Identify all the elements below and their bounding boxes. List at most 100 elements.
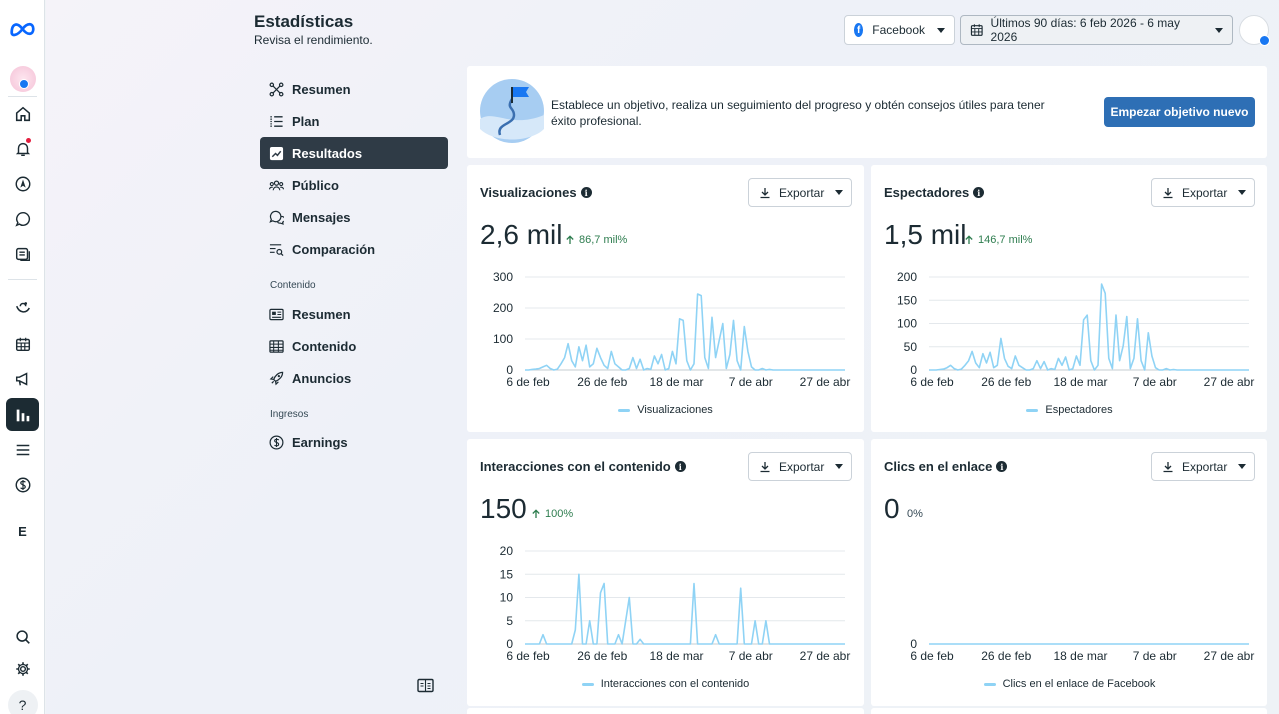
- nav-item-resumen[interactable]: Resumen: [260, 73, 448, 105]
- date-range-label: Últimos 90 días: 6 feb 2026 - 6 may 2026: [990, 16, 1180, 44]
- nav-item-anuncios[interactable]: Anuncios: [260, 362, 448, 394]
- y-tick-label: 50: [904, 340, 918, 354]
- megaphone-icon[interactable]: [6, 362, 39, 395]
- export-button[interactable]: Exportar: [1151, 178, 1255, 207]
- download-icon: [1163, 187, 1173, 198]
- collapse-panel-icon[interactable]: [417, 678, 434, 693]
- export-button[interactable]: Exportar: [1151, 452, 1255, 481]
- caret-down-icon: [937, 27, 945, 33]
- nav-section-ingresos: Ingresos: [270, 409, 309, 420]
- export-label: Exportar: [1182, 185, 1228, 200]
- people-icon: [269, 179, 284, 190]
- nav-item-earnings[interactable]: Earnings: [260, 426, 448, 458]
- nav-item-resultados[interactable]: Resultados: [260, 137, 448, 169]
- metric-card-interacciones: Interacciones con el contenido i Exportar…: [467, 439, 864, 706]
- metric-delta-label: 0%: [907, 508, 923, 520]
- legend-label: Clics en el enlace de Facebook: [1002, 678, 1156, 690]
- metric-value: 0: [884, 493, 900, 524]
- page-title: Estadísticas: [254, 12, 354, 31]
- news-icon: [269, 308, 284, 320]
- left-rail: E ?: [0, 0, 45, 714]
- nav-item-contenido-resumen[interactable]: Resumen: [260, 298, 448, 330]
- info-icon[interactable]: i: [996, 461, 1008, 472]
- export-label: Exportar: [779, 185, 825, 200]
- help-icon[interactable]: ?: [6, 688, 39, 714]
- nav-label: Resumen: [292, 306, 351, 322]
- letter-e-icon[interactable]: E: [6, 515, 39, 548]
- facebook-badge-icon: [1259, 35, 1270, 46]
- dollar-icon[interactable]: [6, 468, 39, 501]
- y-tick-label: 0: [910, 637, 917, 651]
- caret-down-icon: [1238, 464, 1247, 469]
- y-tick-label: 300: [493, 270, 513, 284]
- metric-delta: 146,7 mil%: [964, 234, 1032, 246]
- nav-label: Público: [292, 177, 339, 193]
- info-icon[interactable]: i: [580, 187, 592, 198]
- gear-icon[interactable]: [6, 652, 39, 685]
- x-tick-label: 7 de abr: [729, 375, 773, 389]
- caret-down-icon: [835, 190, 844, 195]
- x-tick-label: 18 de mar: [649, 375, 703, 389]
- metric-delta-label: 86,7 mil%: [579, 234, 628, 246]
- nav-label: Earnings: [292, 434, 348, 450]
- page-subtitle: Revisa el rendimiento.: [254, 33, 373, 47]
- menu-icon[interactable]: [6, 433, 39, 466]
- rail-divider: [8, 96, 37, 97]
- compare-icon: [269, 243, 284, 256]
- x-tick-label: 26 de feb: [981, 375, 1031, 389]
- caret-down-icon: [835, 464, 844, 469]
- info-icon[interactable]: i: [674, 461, 686, 472]
- bell-icon[interactable]: [6, 132, 39, 165]
- export-button[interactable]: Exportar: [748, 452, 852, 481]
- nav-label: Plan: [292, 113, 320, 129]
- card-title: Visualizaciones i: [480, 185, 592, 200]
- nav-item-publico[interactable]: Público: [260, 169, 448, 201]
- goal-banner: Establece un objetivo, realiza un seguim…: [467, 66, 1267, 158]
- nav-label: Comparación: [292, 241, 376, 257]
- tag-icon[interactable]: [6, 291, 39, 324]
- chart-legend: Clics en el enlace de Facebook: [871, 678, 1268, 690]
- y-tick-label: 200: [897, 270, 917, 284]
- compass-icon[interactable]: [6, 167, 39, 200]
- dollar-circle-icon: [269, 435, 284, 449]
- y-tick-label: 100: [897, 317, 917, 331]
- network-icon: [269, 82, 284, 96]
- facebook-icon: f: [854, 23, 864, 37]
- rail-divider: [8, 279, 37, 280]
- y-tick-label: 0: [506, 363, 513, 377]
- chat-bubble-icon[interactable]: [6, 202, 39, 235]
- nav-item-comparacion[interactable]: Comparación: [260, 233, 448, 265]
- card-title-label: Clics en el enlace: [884, 459, 993, 474]
- download-icon: [1163, 461, 1173, 472]
- home-icon[interactable]: [6, 97, 39, 130]
- x-tick-label: 7 de abr: [729, 649, 773, 663]
- y-tick-label: 0: [910, 363, 917, 377]
- arrow-up-icon: [965, 235, 973, 244]
- profile-avatar[interactable]: [1239, 15, 1270, 46]
- rocket-icon: [269, 371, 284, 385]
- start-goal-button[interactable]: Empezar objetivo nuevo: [1104, 97, 1255, 127]
- export-button[interactable]: Exportar: [748, 178, 852, 207]
- account-avatar-icon[interactable]: [6, 62, 39, 95]
- calendar-icon[interactable]: [6, 327, 39, 360]
- arrow-up-icon: [566, 235, 574, 244]
- trend-icon: [269, 146, 284, 160]
- card-title-label: Visualizaciones: [480, 185, 577, 200]
- nav-item-contenido[interactable]: Contenido: [260, 330, 448, 362]
- download-icon: [760, 187, 770, 198]
- chart-legend: Espectadores: [871, 404, 1268, 416]
- search-icon[interactable]: [6, 620, 39, 653]
- info-icon[interactable]: i: [973, 187, 985, 198]
- meta-logo-icon[interactable]: [6, 12, 39, 45]
- bar-chart-icon[interactable]: [6, 398, 39, 431]
- legend-swatch: [1026, 408, 1039, 412]
- platform-selector[interactable]: f Facebook: [844, 15, 955, 45]
- metric-card-visualizaciones: Visualizaciones i Exportar 2,6 mil 86,7 m…: [467, 165, 864, 432]
- nav-item-plan[interactable]: Plan: [260, 105, 448, 137]
- pages-icon[interactable]: [6, 237, 39, 270]
- nav-item-mensajes[interactable]: Mensajes: [260, 201, 448, 233]
- x-tick-label: 18 de mar: [1053, 649, 1107, 663]
- date-range-selector[interactable]: Últimos 90 días: 6 feb 2026 - 6 may 2026: [960, 15, 1233, 45]
- legend-label: Visualizaciones: [637, 404, 713, 416]
- metric-delta-label: 100%: [545, 508, 574, 520]
